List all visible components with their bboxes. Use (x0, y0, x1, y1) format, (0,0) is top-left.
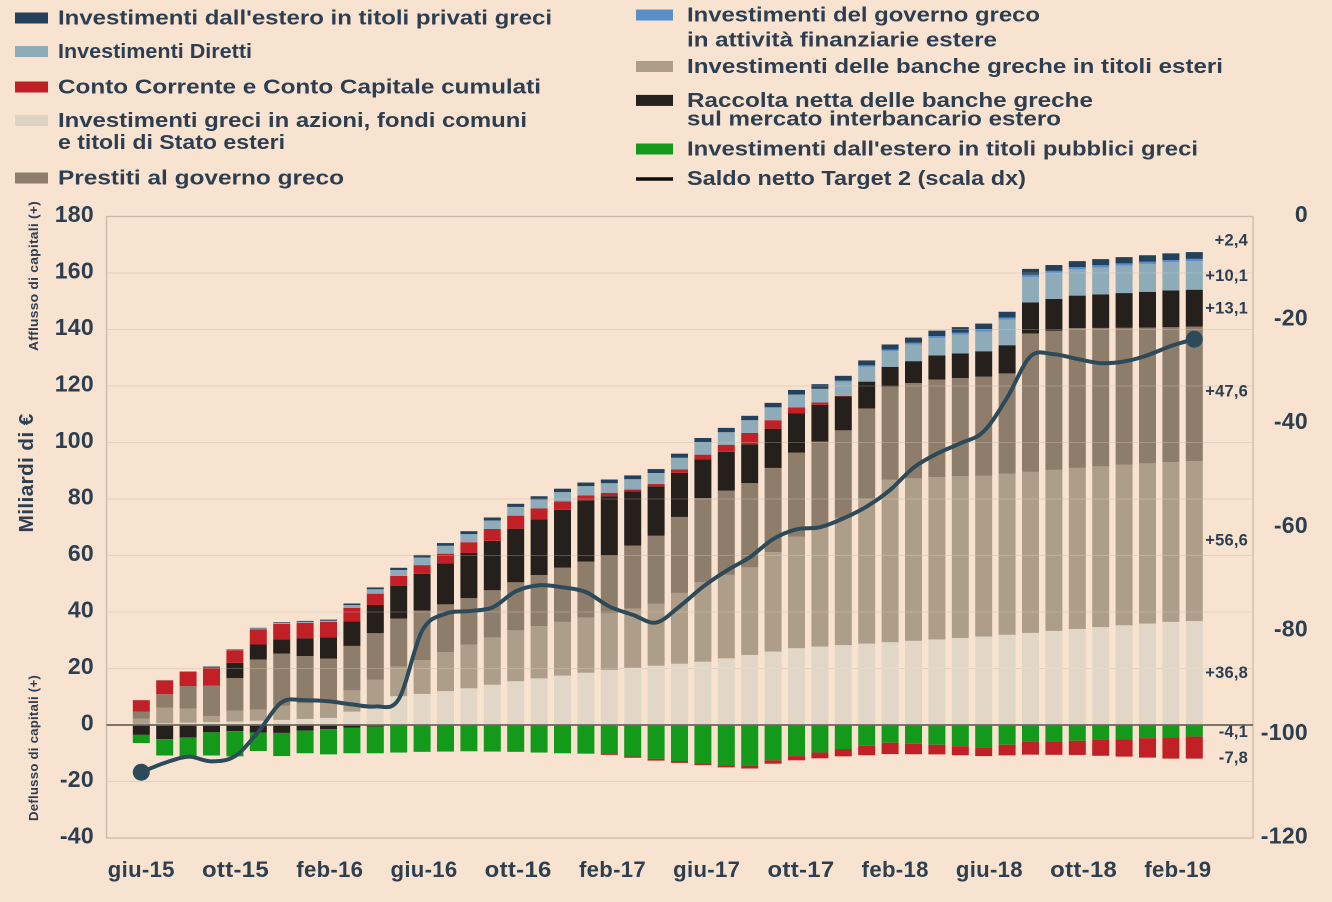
svg-text:Deflusso di capitali (+): Deflusso di capitali (+) (27, 675, 41, 821)
svg-text:160: 160 (55, 258, 94, 284)
svg-text:120: 120 (55, 371, 94, 397)
svg-text:Saldo netto Target 2 (scala dx: Saldo netto Target 2 (scala dx) (687, 168, 1026, 190)
svg-text:-40: -40 (60, 823, 94, 849)
svg-text:-40: -40 (1274, 408, 1308, 434)
svg-text:0: 0 (1295, 201, 1308, 227)
svg-text:feb-17: feb-17 (579, 857, 646, 882)
svg-text:-4,1: -4,1 (1219, 723, 1248, 741)
svg-text:0: 0 (81, 710, 94, 736)
svg-text:-80: -80 (1274, 615, 1308, 641)
svg-text:140: 140 (55, 314, 94, 340)
svg-text:Prestiti al governo greco: Prestiti al governo greco (58, 168, 344, 190)
svg-text:Investimenti Diretti: Investimenti Diretti (58, 41, 252, 63)
svg-text:+10,1: +10,1 (1205, 267, 1248, 285)
svg-text:-60: -60 (1274, 512, 1308, 538)
svg-text:-100: -100 (1261, 719, 1308, 745)
svg-text:giu-18: giu-18 (956, 857, 1023, 882)
svg-text:+2,4: +2,4 (1215, 232, 1249, 250)
svg-text:giu-16: giu-16 (391, 857, 458, 882)
svg-text:-20: -20 (60, 766, 94, 792)
svg-text:80: 80 (68, 484, 94, 510)
svg-text:Investimenti del governo greco: Investimenti del governo greco (687, 5, 1040, 27)
svg-text:-20: -20 (1274, 305, 1308, 331)
svg-text:60: 60 (68, 540, 94, 566)
svg-text:in attività finanziarie estere: in attività finanziarie estere (687, 30, 997, 52)
svg-text:Investimenti delle banche grec: Investimenti delle banche greche in tito… (687, 56, 1223, 78)
svg-text:feb-16: feb-16 (296, 857, 363, 882)
svg-text:giu-15: giu-15 (108, 857, 175, 882)
svg-text:Afflusso di capitali (+): Afflusso di capitali (+) (27, 201, 41, 351)
svg-text:180: 180 (55, 201, 94, 227)
svg-text:Conto Corrente e Conto Capital: Conto Corrente e Conto Capitale cumulati (58, 77, 541, 99)
svg-text:20: 20 (68, 653, 94, 679)
svg-text:feb-19: feb-19 (1144, 857, 1211, 882)
svg-text:40: 40 (68, 597, 94, 623)
svg-text:ott-15: ott-15 (202, 857, 269, 882)
svg-text:+56,6: +56,6 (1205, 532, 1248, 550)
svg-text:Investimenti greci in azioni,: Investimenti greci in azioni, fondi comu… (58, 110, 527, 132)
svg-text:sul mercato interbancario este: sul mercato interbancario estero (687, 109, 1061, 131)
svg-text:giu-17: giu-17 (673, 857, 740, 882)
svg-text:-7,8: -7,8 (1219, 749, 1248, 767)
svg-text:Investimenti dall'estero in ti: Investimenti dall'estero in titoli pubbl… (687, 139, 1198, 161)
svg-text:+13,1: +13,1 (1205, 300, 1248, 318)
svg-text:ott-18: ott-18 (1050, 857, 1117, 882)
svg-text:ott-17: ott-17 (768, 857, 835, 882)
svg-text:Investimenti dall'estero in ti: Investimenti dall'estero in titoli priva… (58, 8, 552, 30)
svg-text:Miliardi di €: Miliardi di € (16, 414, 38, 533)
svg-text:100: 100 (55, 427, 94, 453)
svg-text:+36,8: +36,8 (1205, 664, 1248, 682)
svg-text:-120: -120 (1261, 823, 1308, 849)
svg-text:e titoli di Stato esteri: e titoli di Stato esteri (58, 132, 285, 154)
svg-text:ott-16: ott-16 (485, 857, 552, 882)
svg-text:+47,6: +47,6 (1205, 383, 1248, 401)
svg-text:Raccolta netta delle banche gr: Raccolta netta delle banche greche (687, 90, 1093, 112)
svg-text:feb-18: feb-18 (862, 857, 929, 882)
